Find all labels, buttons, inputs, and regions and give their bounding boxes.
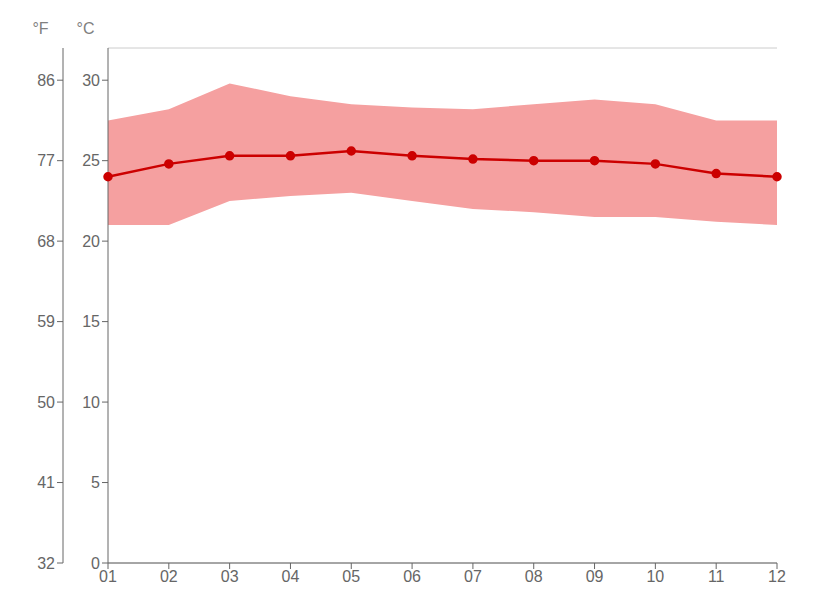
svg-text:77: 77 [37, 152, 55, 169]
svg-text:10: 10 [646, 568, 664, 585]
svg-text:20: 20 [82, 233, 100, 250]
svg-text:30: 30 [82, 72, 100, 89]
svg-text:41: 41 [37, 474, 55, 491]
svg-text:10: 10 [82, 394, 100, 411]
svg-text:59: 59 [37, 313, 55, 330]
svg-text:06: 06 [403, 568, 421, 585]
svg-text:0: 0 [91, 555, 100, 572]
svg-text:68: 68 [37, 233, 55, 250]
svg-text:09: 09 [586, 568, 604, 585]
svg-text:03: 03 [221, 568, 239, 585]
svg-text:°F: °F [32, 20, 48, 37]
svg-text:50: 50 [37, 394, 55, 411]
svg-text:11: 11 [708, 568, 725, 585]
svg-text:05: 05 [342, 568, 360, 585]
svg-text:°C: °C [77, 20, 95, 37]
svg-text:86: 86 [37, 72, 55, 89]
svg-text:02: 02 [160, 568, 178, 585]
svg-text:08: 08 [525, 568, 543, 585]
svg-text:04: 04 [282, 568, 300, 585]
svg-text:15: 15 [82, 313, 100, 330]
svg-text:01: 01 [99, 568, 117, 585]
svg-text:07: 07 [464, 568, 482, 585]
svg-text:5: 5 [91, 474, 100, 491]
svg-text:12: 12 [768, 568, 786, 585]
svg-text:32: 32 [37, 555, 55, 572]
svg-text:25: 25 [82, 152, 100, 169]
